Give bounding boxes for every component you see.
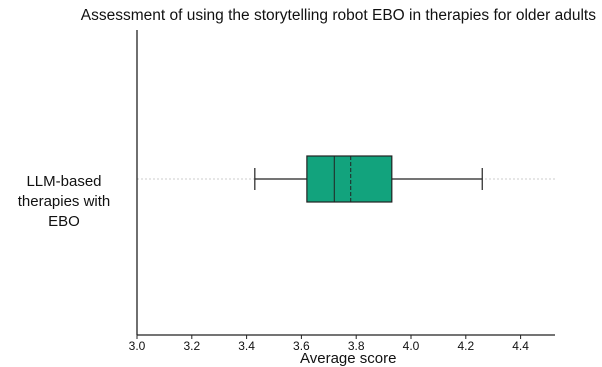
x-tick-label-2: 3.4 (238, 339, 255, 353)
category-label: LLM-based therapies with EBO (17, 173, 111, 230)
iqr-box (306, 155, 393, 203)
x-tick-label-7: 4.4 (512, 339, 529, 353)
x-tick-label-1: 3.2 (183, 339, 200, 353)
x-axis-label: Average score (300, 350, 397, 367)
x-tick-label-5: 4.0 (403, 339, 420, 353)
x-tick-label-0: 3.0 (129, 339, 146, 353)
x-tick-label-4: 3.8 (348, 339, 365, 353)
x-tick-label-6: 4.2 (457, 339, 474, 353)
x-tick-label-3: 3.6 (293, 339, 310, 353)
chart-title: Assessment of using the storytelling rob… (80, 7, 596, 24)
